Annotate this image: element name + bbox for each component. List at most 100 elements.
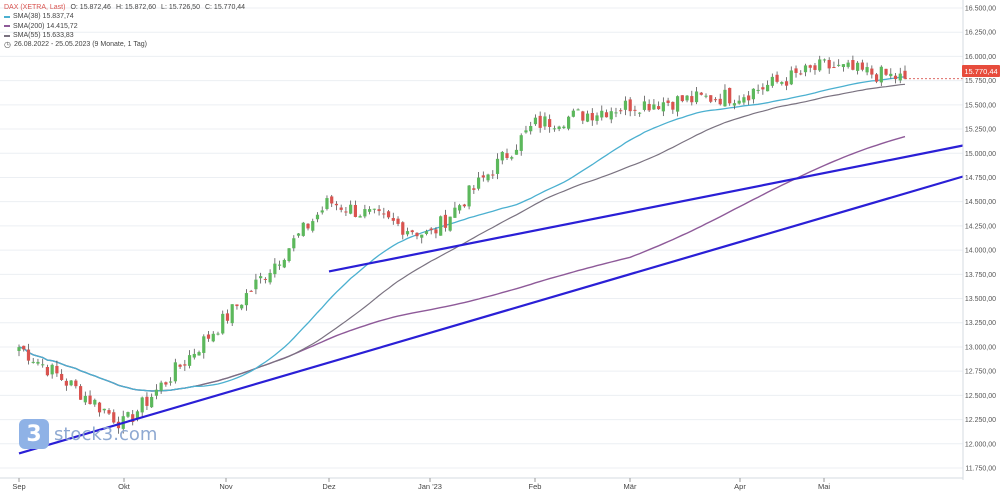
candle-body [187,355,192,366]
candle-body [765,84,770,92]
candle-body [244,293,249,306]
candle-body [296,233,301,236]
y-axis: 16.500,00 16.250,00 16.000,00 15.750,00 15.5… [962,0,996,480]
y-tick-label: 13.750,00 [965,272,996,279]
y-tick-label: 16.250,00 [965,30,996,37]
candle-body [728,87,732,104]
candle-body [420,234,424,238]
candle-body [173,362,177,382]
candle-body [112,412,116,423]
candle-body [865,67,869,73]
candle-body [704,95,708,97]
candle-body [382,213,386,215]
x-tick-label: Dez [322,482,336,491]
candle-body [78,386,83,400]
candle-body [415,232,419,237]
y-tick-label: 13.500,00 [965,296,996,303]
candle-body [424,231,429,234]
candle-body [737,100,741,104]
sma200-label: SMA(200) 14.415,72 [13,22,78,30]
candle-body [169,381,173,383]
candle-body [254,279,258,290]
x-tick-label: Nov [219,482,233,491]
candle-body [344,211,348,213]
candle-body [353,204,357,217]
candle-body [45,367,50,376]
candle-body [339,207,343,210]
candle-body [628,99,632,112]
candle-body [443,214,448,228]
candle-body [884,68,888,75]
candle-body [259,276,263,279]
candle-body [505,153,509,159]
candle-body [519,135,523,151]
x-tick-label: Jan '23 [418,482,442,491]
candle-body [874,74,879,82]
legend-sma55-row[interactable]: SMA(55) 15.633,83 [4,31,250,40]
candle-body [538,115,542,128]
candle-body [263,278,267,280]
candle-body [434,229,438,234]
candle-body [458,205,462,211]
x-tick-label: Apr [734,482,746,491]
sma200-line [18,135,906,392]
sma200-path [18,135,906,392]
candle-body [647,103,651,111]
candle-body [64,380,68,386]
candle-body [481,175,485,178]
candle-body [292,238,296,249]
trendlines [18,78,964,455]
candle-body [164,382,168,385]
low-value: L: 15.726,50 [161,4,200,11]
candle-body [230,304,234,324]
candle-body [638,112,642,114]
candle-body [657,106,661,110]
candle-body [751,88,755,100]
candle-body [822,59,827,61]
candle-body [88,395,92,405]
candle-body [562,126,566,129]
candle-body [557,126,561,130]
candle-body [524,130,528,133]
logo-text: stock3.com [54,423,158,445]
candle-body [747,95,751,101]
sma55-line [18,83,906,392]
candle-body [832,67,836,69]
high-value: H: 15.872,60 [115,4,157,11]
candle-body [756,89,760,91]
candle-body [837,64,841,66]
candle-body [17,347,21,351]
candle-body [585,113,590,122]
candle-body [206,334,211,339]
y-tick-label: 12.750,00 [965,369,996,376]
candle-body [235,304,239,307]
candle-body [552,128,556,130]
candle-body [609,111,613,120]
candle-body [282,259,286,268]
candle-body [860,62,864,70]
y-tick-label: 13.250,00 [965,320,996,327]
last-price-tag: 15.770,44 [962,65,1000,77]
candle-body [97,402,102,413]
sma38-label: SMA(38) 15.837,74 [13,13,74,21]
candle-body [851,60,855,70]
candle-body [898,73,902,81]
candle-body [268,272,272,283]
legend-sma38-row[interactable]: SMA(38) 15.837,74 [4,12,250,21]
candle-body [770,76,774,86]
y-tick-label: 14.250,00 [965,223,996,230]
candle-body [197,352,201,356]
candle-body [74,380,78,387]
candle-body [808,65,812,68]
candle-body [287,248,291,261]
candle-body [846,62,850,67]
candle-body [60,373,64,380]
candle-body [311,221,315,231]
candle-body [93,399,97,405]
y-tick-label: 15.000,00 [965,151,996,158]
candle-body [661,102,665,112]
legend-sma200-row[interactable]: SMA(200) 14.415,72 [4,22,250,31]
candle-body [140,397,144,413]
candle-body [429,228,433,231]
date-range-label: 26.08.2022 - 25.05.2023 (9 Monate, 1 Tag… [13,41,147,49]
